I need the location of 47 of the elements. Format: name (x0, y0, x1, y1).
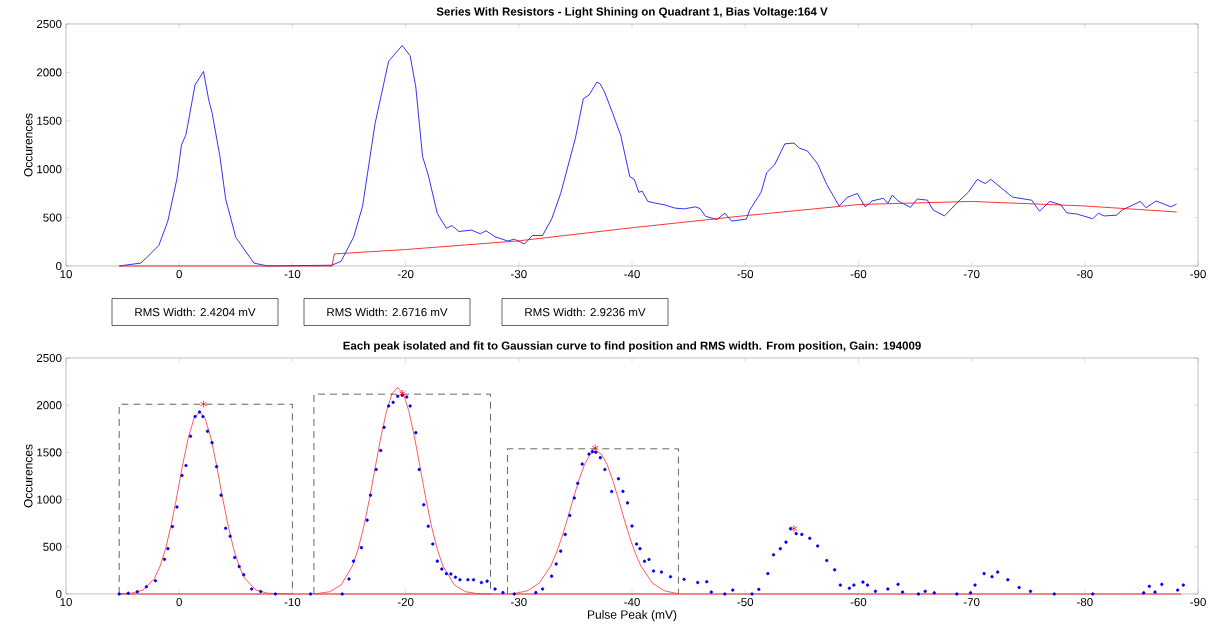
x-tick-label: 0 (176, 598, 182, 607)
y-tick-label: 2500 (36, 19, 62, 29)
y-tick-label: 1000 (37, 165, 62, 174)
y-tick-label: 2500 (36, 353, 62, 363)
x-tick-label: -10 (284, 598, 301, 607)
x-tick-label: -60 (850, 270, 867, 279)
point (200, 400, 207, 408)
y-tick-label: 2000 (36, 401, 62, 410)
line-series (118, 201, 1177, 267)
x-axis-title: Pulse Peak (mV) (587, 610, 677, 622)
chart-title: Each peak isolated and fit to Gaussian curve to find position and RMS width. From position, Gain: 194009 (343, 341, 921, 352)
y-axis-title: Occurences (24, 113, 33, 177)
x-tick-label: -80 (1077, 598, 1093, 607)
x-tick-label: 0 (176, 270, 182, 279)
y-tick-label: 0 (56, 261, 62, 271)
x-tick-label: -10 (284, 270, 301, 279)
text: RMS Width: 2.4204 mV (135, 307, 256, 317)
point (398, 389, 406, 398)
point (591, 444, 599, 452)
text: RMS Width: 2.9236 mV (525, 307, 646, 317)
point (790, 524, 798, 533)
y-tick-label: 1000 (37, 495, 62, 504)
x-tick-label: -70 (963, 270, 980, 279)
x-tick-label: -90 (1190, 598, 1206, 607)
chart-title: Series With Resistors - Light Shining on Quadrant 1, Bias Voltage:164 V (436, 7, 828, 18)
x-tick-label: -20 (397, 598, 414, 607)
y-tick-label: 500 (43, 213, 62, 222)
x-tick-label: -30 (511, 598, 527, 607)
x-tick-label: -30 (511, 270, 527, 279)
x-tick-label: -20 (397, 270, 414, 279)
y-tick-label: 2000 (36, 68, 62, 77)
y-tick-label: 500 (43, 542, 62, 551)
x-tick-label: -40 (624, 270, 640, 279)
y-tick-label: 1500 (37, 448, 62, 457)
x-tick-label: 10 (60, 598, 72, 607)
x-tick-label: -50 (737, 598, 754, 607)
text: RMS Width: 2.6716 mV (327, 307, 448, 317)
x-tick-label: -70 (963, 598, 980, 607)
x-tick-label: -90 (1190, 270, 1206, 279)
x-tick-label: -60 (850, 598, 867, 607)
y-tick-label: 1500 (37, 116, 62, 125)
x-tick-label: -50 (737, 270, 754, 279)
x-tick-label: -40 (624, 598, 640, 607)
y-axis-title: Occurences (24, 444, 33, 508)
x-tick-label: -80 (1077, 270, 1093, 279)
y-tick-label: 0 (56, 589, 62, 599)
x-tick-label: 10 (60, 270, 72, 279)
